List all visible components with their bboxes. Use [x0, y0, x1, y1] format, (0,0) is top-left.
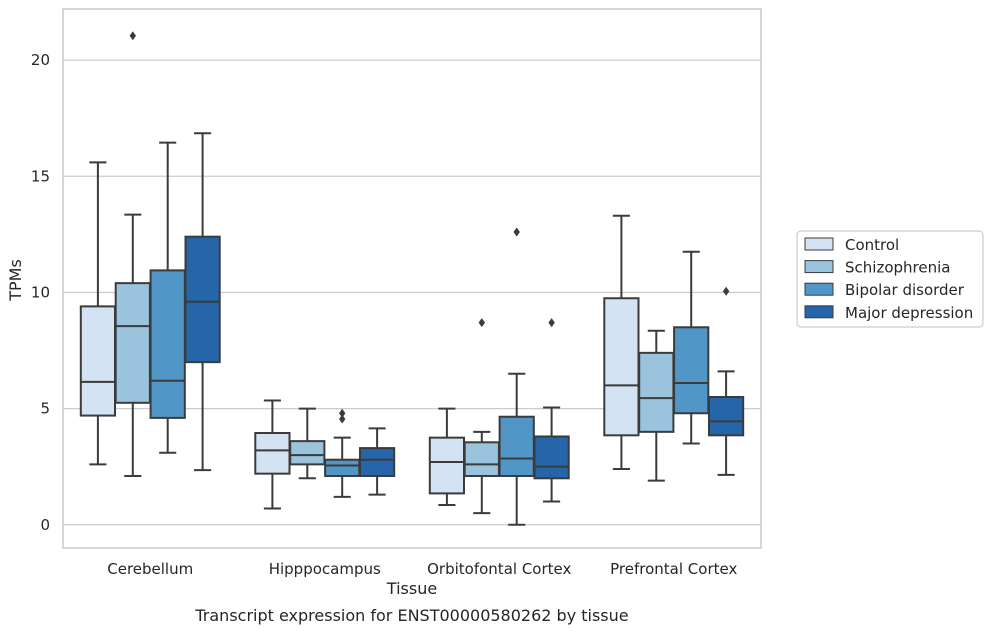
iqr-box: [184, 235, 221, 364]
iqr-box: [463, 441, 500, 477]
iqr-box: [114, 282, 151, 404]
outlier-point: [513, 227, 520, 237]
iqr-box: [428, 436, 466, 495]
legend-label: Schizophrenia: [845, 259, 950, 277]
box-schizophrenia: [463, 318, 500, 515]
iqr-box: [149, 269, 186, 419]
box-major-depression: [533, 318, 570, 503]
outlier-point: [339, 414, 346, 424]
iqr-box: [603, 297, 640, 437]
box-control: [603, 214, 640, 471]
iqr-box: [707, 395, 745, 437]
boxes-layer: [79, 31, 745, 526]
x-axis-ticks: Cerebellum Hipppocampus Orbitofontal Corte…: [107, 560, 737, 578]
legend-swatch: [804, 282, 834, 296]
outlier-point: [129, 31, 136, 41]
box-bipolar-disorder: [673, 250, 710, 445]
iqr-box: [79, 305, 117, 417]
iqr-box: [324, 458, 361, 477]
iqr-box: [638, 351, 675, 433]
y-axis-ticks: 0 5 10 15 20: [31, 51, 50, 534]
legend-swatch: [804, 305, 834, 319]
x-tick-label: Orbitofontal Cortex: [427, 560, 571, 578]
box-control: [79, 161, 117, 466]
box-schizophrenia: [638, 329, 675, 482]
box-bipolar-disorder: [498, 227, 535, 526]
box-schizophrenia: [289, 407, 326, 480]
y-axis-title: TPMs: [6, 259, 25, 302]
box-major-depression: [184, 132, 221, 472]
legend: Control Schizophrenia Bipolar disorder Majo…: [796, 230, 984, 328]
outlier-point: [548, 318, 555, 328]
iqr-box: [358, 447, 396, 477]
chart-caption: Transcript expression for ENST0000058026…: [194, 606, 628, 625]
legend-label: Control: [845, 236, 899, 254]
x-tick-label: Prefrontal Cortex: [610, 560, 737, 578]
box-schizophrenia: [114, 31, 151, 477]
plot-area-frame: [62, 8, 762, 549]
iqr-box: [289, 440, 326, 466]
outlier-point: [339, 408, 346, 418]
legend-swatch: [804, 237, 834, 251]
box-major-depression: [358, 427, 396, 496]
y-tick-label: 10: [31, 283, 50, 301]
legend-swatch: [804, 260, 834, 274]
iqr-box: [498, 415, 535, 477]
box-control: [254, 399, 291, 510]
iqr-box: [673, 326, 710, 415]
legend-label: Major depression: [845, 304, 973, 322]
x-axis-title: Tissue: [386, 579, 437, 598]
box-major-depression: [707, 286, 745, 476]
outlier-point: [478, 318, 485, 328]
iqr-box: [533, 435, 570, 480]
legend-frame: [796, 230, 984, 328]
y-tick-label: 15: [31, 167, 50, 185]
box-bipolar-disorder: [149, 141, 186, 454]
y-tick-label: 0: [40, 516, 50, 534]
outlier-point: [722, 286, 730, 296]
x-tick-label: Cerebellum: [107, 560, 193, 578]
legend-label: Bipolar disorder: [845, 281, 965, 299]
box-control: [428, 407, 466, 507]
y-tick-label: 20: [31, 51, 50, 69]
iqr-box: [254, 431, 291, 475]
x-tick-label: Hipppocampus: [269, 560, 381, 578]
box-bipolar-disorder: [324, 408, 361, 498]
y-tick-label: 5: [40, 400, 50, 418]
